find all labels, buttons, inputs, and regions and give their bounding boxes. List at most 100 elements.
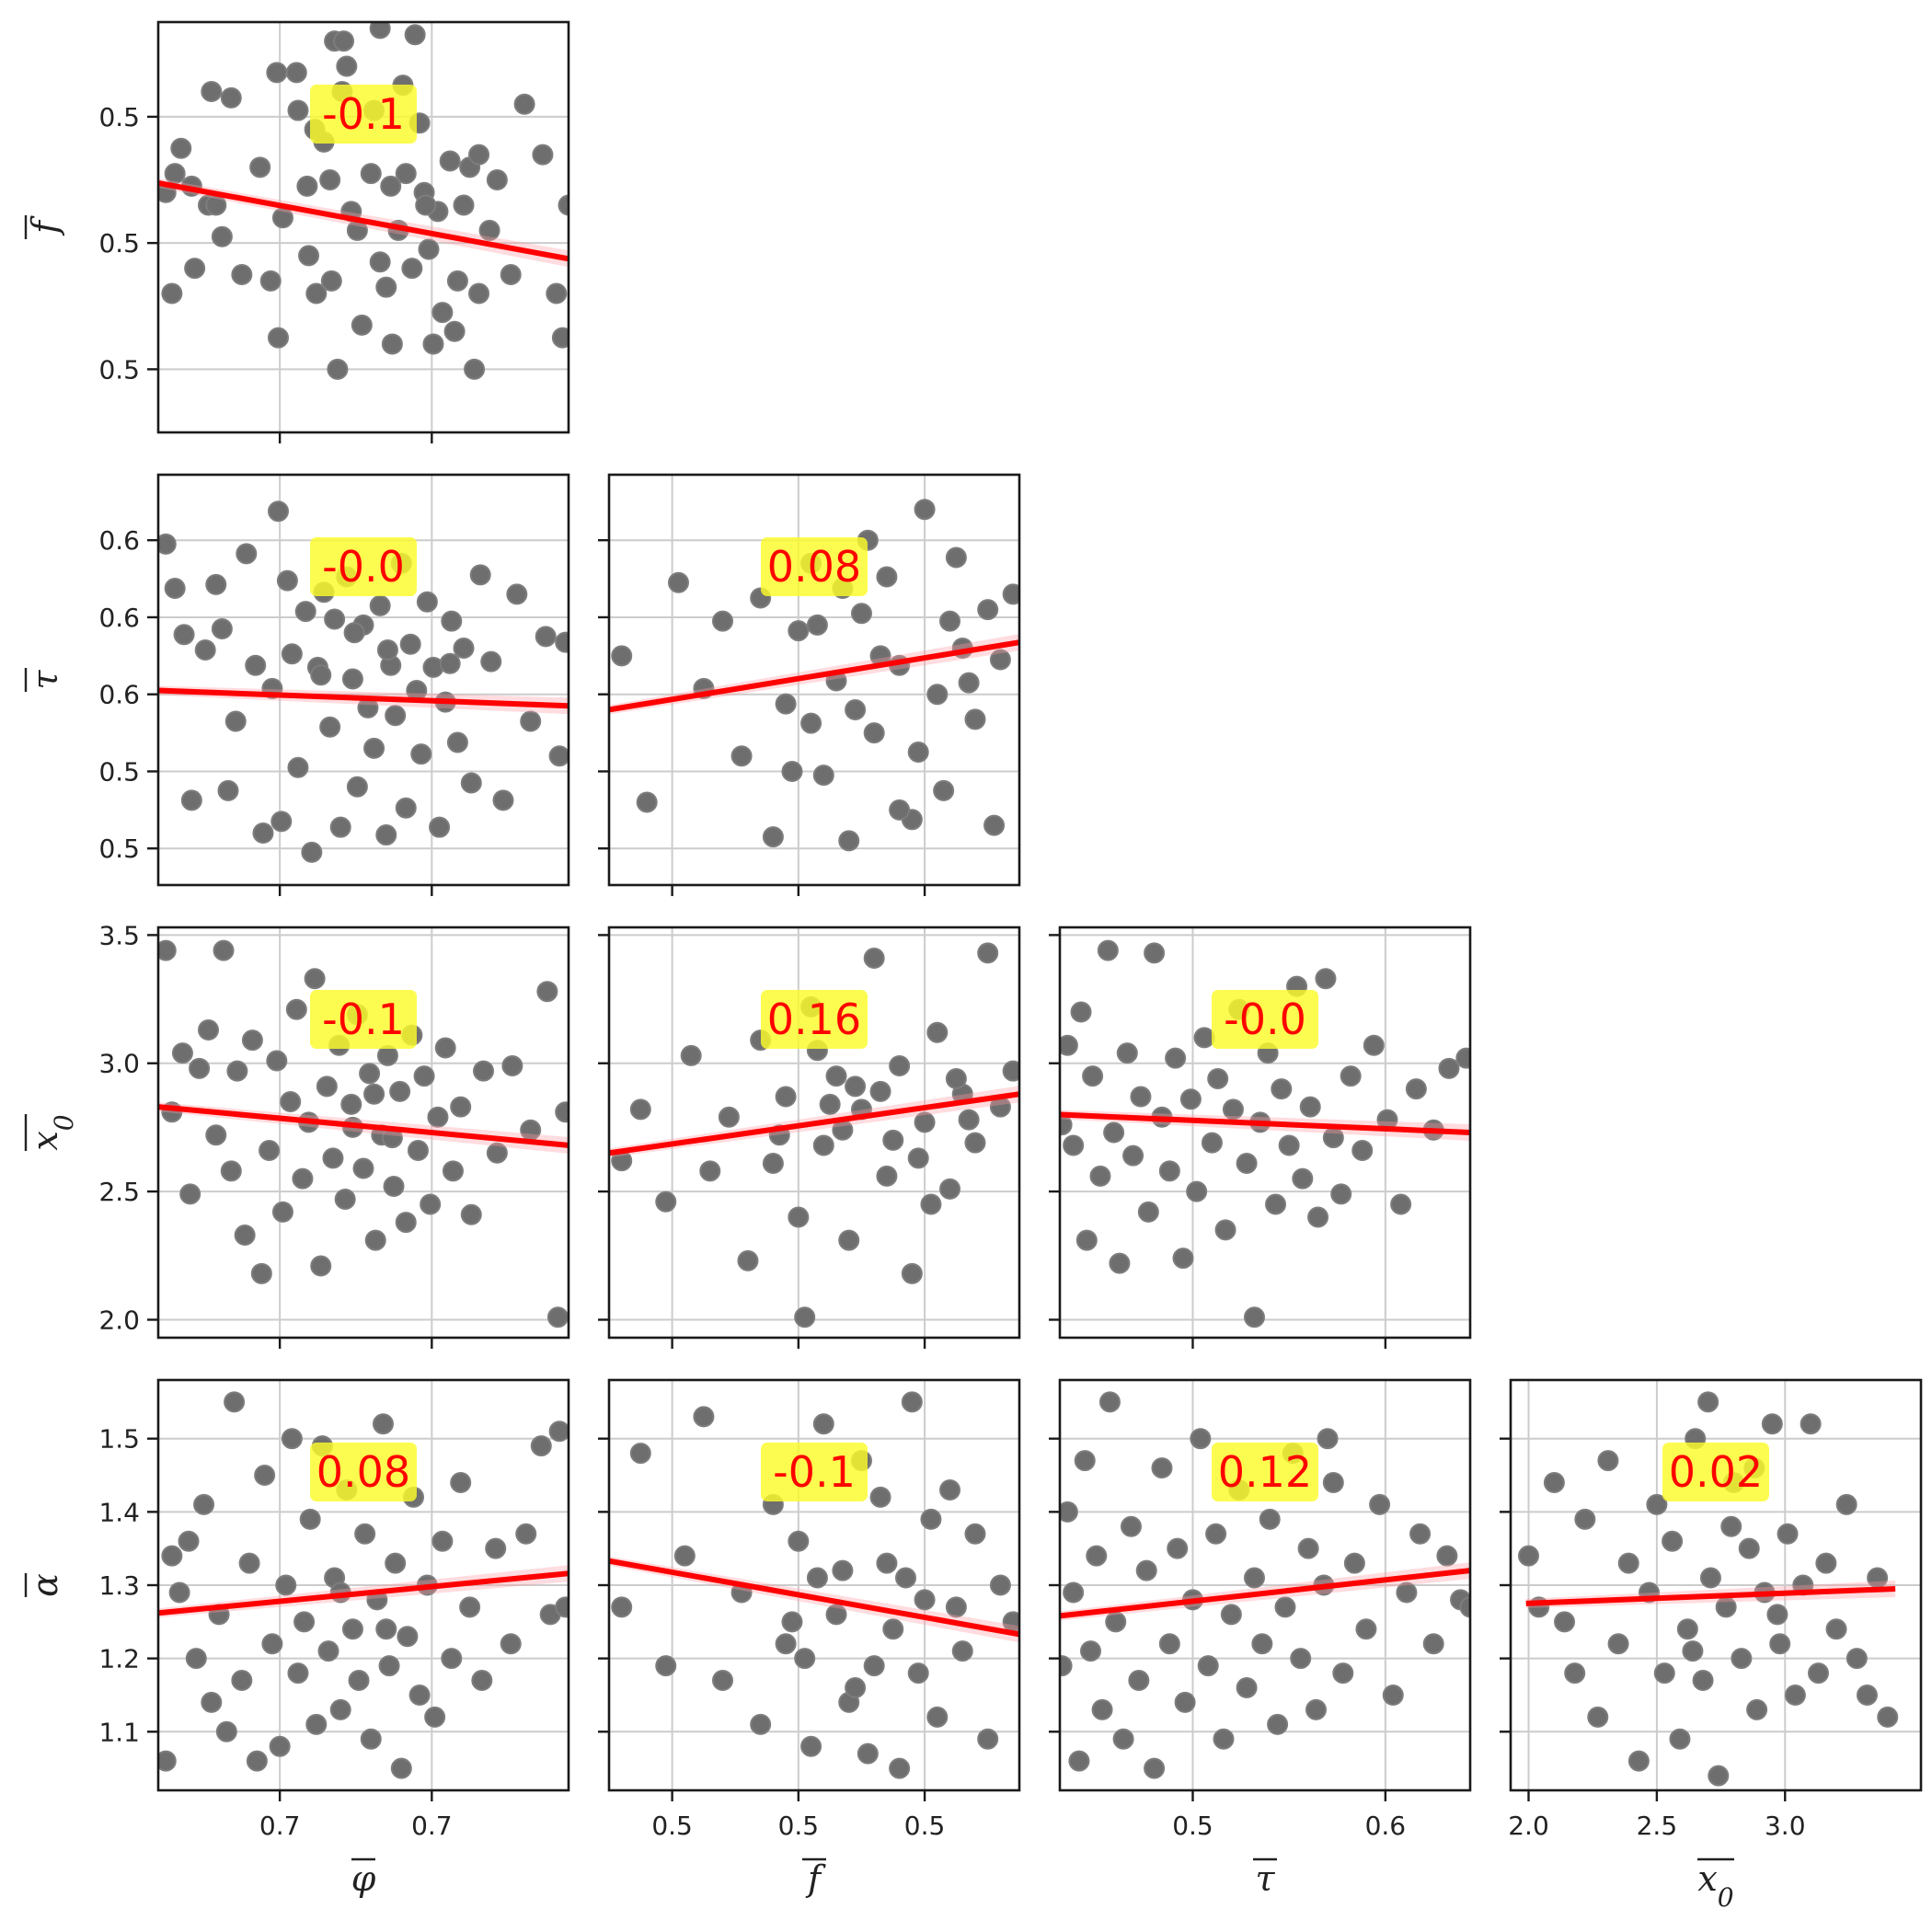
scatter-point [310,1255,332,1277]
scatter-point [1060,1655,1073,1677]
x-tick-label: 2.0 [1508,1811,1549,1841]
scatter-point [453,637,475,659]
scatter-point [198,1019,220,1041]
panel-tau-x0: -0.0 [1049,926,1472,1349]
scatter-point [1299,1096,1321,1118]
scatter-point [1459,1596,1470,1618]
scatter-point [1167,1537,1189,1559]
scatter-point [333,30,355,52]
scatter-point [555,631,569,653]
y-tick-label: 1.5 [98,1424,140,1455]
scatter-point [422,333,444,355]
scatter-point [316,1075,338,1098]
scatter-point [173,624,195,646]
scatter-point [267,327,289,349]
scatter-point [788,620,810,642]
scatter-point [464,358,486,380]
scatter-point [558,194,569,216]
regression-line [609,639,1019,713]
scatter-point [958,1109,980,1131]
scatter-point [1351,1140,1374,1162]
scatter-point [1343,1552,1365,1574]
scatter-point [964,708,986,730]
scatter-point [1390,1193,1412,1215]
scatter-point [276,569,298,592]
scatter-point [1243,1567,1265,1589]
scatter-point [1290,1648,1312,1670]
scatter-point [1222,1098,1244,1121]
scatter-point [1070,1001,1092,1023]
scatter-point [395,163,417,185]
scatter-point [270,811,293,833]
scatter-point [407,1140,429,1162]
regression-line [1525,1585,1896,1606]
scatter-point [217,779,239,801]
scatter-point [1002,1060,1019,1082]
scatter-point [869,1486,891,1508]
scatter-point [1363,1034,1385,1056]
scatter-point [485,1537,507,1559]
scatter-point [193,1493,215,1515]
scatter-point [869,1080,891,1102]
scatter-point [348,1670,370,1692]
y-tick-label: 0.5 [98,354,140,385]
scatter-point [296,175,318,197]
scatter-point [468,144,490,166]
scatter-point [1063,1581,1085,1604]
scatter-point [389,1080,411,1102]
scatter-point [945,546,967,569]
scatter-point [1060,1034,1078,1056]
panel-frame [156,926,570,1340]
scatter-point [439,652,461,674]
scatter-point [825,1065,847,1087]
scatter-point [385,1552,407,1574]
correlation-label: 0.16 [767,995,861,1044]
scatter-point [201,1691,223,1713]
panel-phi-x0: -0.1 2.0 2.5 3.0 3.5 [98,920,570,1349]
scatter-point [551,327,569,349]
scatter-point [1382,1684,1404,1706]
y-tick-label: 3.0 [98,1049,140,1079]
scatter-point [920,1508,942,1530]
scatter-point [459,1596,481,1618]
y-axis-label-tau-text: τ [25,670,65,690]
scatter-point [1317,1428,1339,1450]
scatter-point [486,1142,508,1164]
scatter-points [611,942,1019,1328]
correlation-label: -0.1 [322,89,405,139]
scatter-point [1597,1450,1619,1472]
scatter-point [1518,1545,1540,1567]
scatter-point [418,238,440,260]
scatter-point [1856,1684,1878,1706]
scatter-point [1322,1472,1344,1493]
scatter-point [281,1428,303,1450]
scatter-point [788,1530,810,1552]
scatter-point [1438,1057,1460,1079]
scatter-point [359,1063,381,1085]
scatter-point [775,1633,797,1655]
scatter-point [737,1249,759,1271]
scatter-point [611,1596,633,1618]
scatter-point [1122,1144,1144,1167]
x-tick-label: 0.6 [1365,1811,1407,1841]
scatter-point [1332,1662,1354,1685]
scatter-point [712,610,734,632]
correlation-label-box [761,1443,868,1501]
scatter-point [800,712,822,734]
scatter-point [390,1757,412,1779]
scatter-point [1186,1180,1208,1202]
scatter-point [958,672,980,694]
regression-line [1060,1111,1470,1135]
correlation-label: -0.0 [1224,995,1306,1044]
y-axis-label-x0-text: x0 [25,1114,79,1150]
scatter-point [401,258,423,280]
scatter-point [1220,1604,1242,1626]
y-tick-label: 0.5 [98,834,140,864]
scatter-point [1151,1457,1173,1479]
scatter-point [1103,1121,1125,1144]
scatter-point [1330,1183,1352,1205]
scatter-point [548,1420,569,1443]
scatter-point [266,1050,288,1072]
scatter-point [304,968,326,990]
